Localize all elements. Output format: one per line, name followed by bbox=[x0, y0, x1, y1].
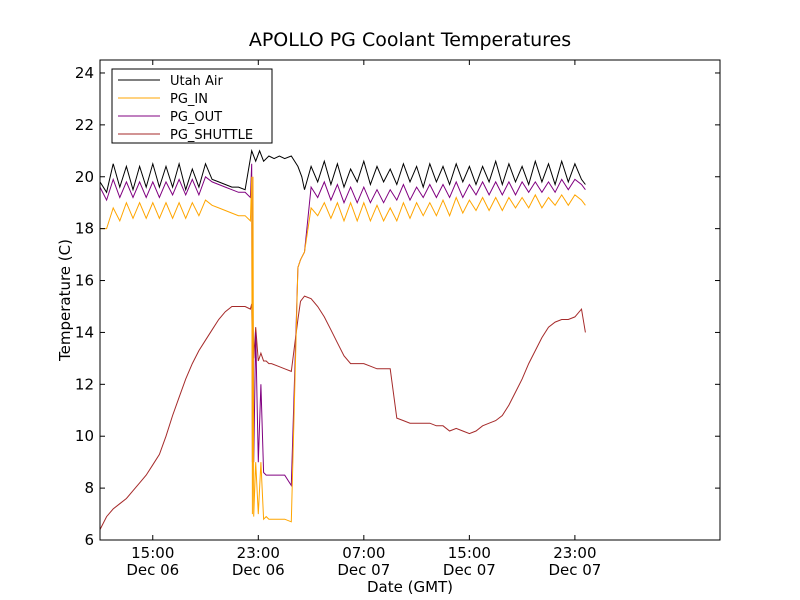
x-tick-label-date: Dec 07 bbox=[337, 561, 390, 579]
x-tick-label-date: Dec 07 bbox=[548, 561, 601, 579]
legend-label: PG_SHUTTLE bbox=[170, 128, 253, 143]
y-tick-label: 8 bbox=[84, 479, 94, 497]
legend-label: PG_OUT bbox=[170, 110, 222, 125]
x-tick-label-date: Dec 06 bbox=[232, 561, 285, 579]
y-tick-label: 12 bbox=[75, 375, 94, 393]
x-tick-label-time: 15:00 bbox=[448, 544, 491, 562]
series-line-pg-shuttle bbox=[99, 295, 586, 530]
legend: Utah Air PG_IN PG_OUT PG_SHUTTLE bbox=[111, 68, 273, 144]
x-tick-label-time: 15:00 bbox=[131, 544, 174, 562]
y-tick-label: 20 bbox=[75, 168, 94, 186]
legend-box bbox=[111, 68, 273, 144]
series-layer bbox=[99, 148, 586, 530]
x-tick-label-date: Dec 06 bbox=[126, 561, 179, 579]
plot-frame bbox=[99, 59, 721, 541]
x-tick-label-time: 07:00 bbox=[342, 544, 385, 562]
y-tick-label: 14 bbox=[75, 323, 94, 341]
series-line-utah-air bbox=[99, 148, 586, 194]
legend-label: PG_IN bbox=[170, 92, 208, 107]
chart-title: APOLLO PG Coolant Temperatures bbox=[249, 29, 571, 51]
x-tick-label-time: 23:00 bbox=[237, 544, 280, 562]
x-axis-label: Date (GMT) bbox=[367, 578, 453, 596]
series-line-pg-in bbox=[100, 176, 586, 523]
y-axis-label: Temperature (C) bbox=[56, 239, 74, 362]
y-tick-label: 10 bbox=[75, 427, 94, 445]
y-tick-label: 6 bbox=[84, 531, 94, 549]
y-axis: 6 8 10 12 14 16 18 20 22 24 bbox=[75, 64, 720, 549]
x-tick-label-date: Dec 07 bbox=[443, 561, 496, 579]
legend-label: Utah Air bbox=[170, 74, 223, 89]
y-tick-label: 16 bbox=[75, 272, 94, 290]
y-tick-label: 18 bbox=[75, 220, 94, 238]
series-line-pg-out bbox=[99, 163, 586, 488]
y-tick-label: 22 bbox=[75, 116, 94, 134]
y-tick-label: 24 bbox=[75, 64, 94, 82]
x-tick-label-time: 23:00 bbox=[553, 544, 596, 562]
